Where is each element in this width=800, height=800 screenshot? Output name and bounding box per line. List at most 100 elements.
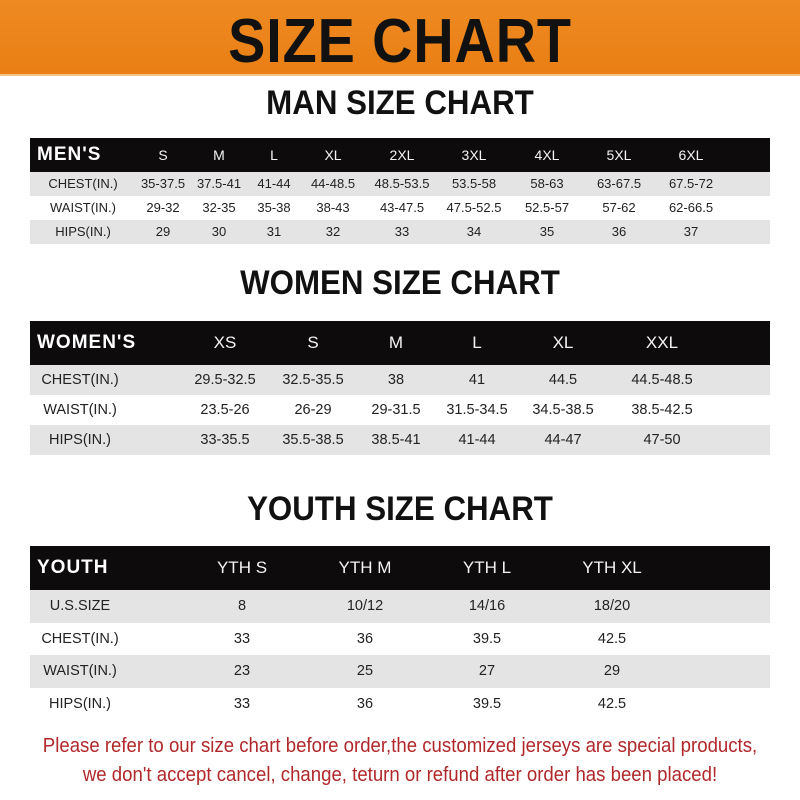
table-cell: 53.5-58 bbox=[451, 176, 497, 191]
youth-section-title: YOUTH SIZE CHART bbox=[247, 490, 553, 528]
table-row: WAIST(IN.) 23 25 27 29 bbox=[30, 655, 770, 688]
table-cell: 10/12 bbox=[346, 598, 384, 614]
table-cell: 35.5-38.5 bbox=[282, 432, 344, 448]
table-cell: 47-50 bbox=[643, 432, 681, 448]
table-cell: 63-67.5 bbox=[596, 176, 642, 191]
table-cell: 33 bbox=[394, 224, 410, 239]
table-cell: 33-35.5 bbox=[200, 432, 250, 448]
table-cell: 57-62 bbox=[602, 200, 636, 215]
table-cell: 23 bbox=[233, 663, 251, 679]
row-label: CHEST(IN.) bbox=[41, 372, 119, 388]
size-column-header: YTH M bbox=[338, 558, 392, 577]
table-cell: 44-48.5 bbox=[310, 176, 356, 191]
table-cell: 37.5-41 bbox=[196, 176, 242, 191]
table-cell: 35-38 bbox=[257, 200, 291, 215]
table-cell: 31.5-34.5 bbox=[446, 402, 508, 418]
table-cell: 32.5-35.5 bbox=[282, 372, 344, 388]
table-cell: 39.5 bbox=[472, 695, 502, 712]
size-column-header: YTH L bbox=[462, 558, 512, 577]
table-row: CHEST(IN.) 35-37.5 37.5-41 41-44 44-48.5 48.5… bbox=[30, 172, 770, 196]
table-cell: 58-63 bbox=[530, 176, 564, 191]
table-cell: 30 bbox=[211, 224, 227, 239]
table-cell: 38.5-42.5 bbox=[631, 402, 693, 418]
table-header-row: YOUTH YTH S YTH M YTH L YTH XL bbox=[30, 546, 770, 590]
size-column-header: 3XL bbox=[461, 147, 487, 163]
size-column-header: XXL bbox=[645, 333, 679, 352]
table-cell: 44.5-48.5 bbox=[631, 372, 693, 388]
table-row: HIPS(IN.) 29 30 31 32 33 34 35 36 37 bbox=[30, 220, 770, 244]
table-cell: 36 bbox=[611, 224, 627, 239]
table-cell: 29-32 bbox=[146, 200, 180, 215]
row-label: HIPS(IN.) bbox=[48, 432, 112, 448]
row-label: CHEST(IN.) bbox=[41, 630, 119, 647]
table-cell: 35-37.5 bbox=[140, 176, 186, 191]
table-cell: 34 bbox=[466, 224, 482, 239]
size-column-header: 2XL bbox=[389, 147, 415, 163]
table-cell: 42.5 bbox=[597, 695, 627, 712]
table-cell: 34.5-38.5 bbox=[532, 402, 594, 418]
table-cell: 31 bbox=[266, 224, 282, 239]
size-column-header: S bbox=[307, 333, 319, 352]
size-column-header: L bbox=[270, 147, 278, 163]
row-label: HIPS(IN.) bbox=[55, 224, 111, 239]
size-column-header: 6XL bbox=[678, 147, 704, 163]
table-row: CHEST(IN.) 33 36 39.5 42.5 bbox=[30, 622, 770, 655]
table-cell: 32-35 bbox=[202, 200, 236, 215]
size-column-header: XL bbox=[552, 333, 574, 352]
men-section-title: MAN SIZE CHART bbox=[266, 84, 534, 122]
size-column-header: M bbox=[213, 147, 225, 163]
notice-line-2: we don't accept cancel, change, teturn o… bbox=[82, 764, 718, 786]
table-cell: 8 bbox=[237, 598, 247, 614]
table-cell: 35 bbox=[539, 224, 555, 239]
table-cell: 41-44 bbox=[458, 432, 496, 448]
table-cell: 44.5 bbox=[548, 372, 578, 388]
row-label: CHEST(IN.) bbox=[48, 176, 118, 191]
table-cell: 29 bbox=[155, 224, 171, 239]
table-cell: 29.5-32.5 bbox=[194, 372, 256, 388]
table-cell: 39.5 bbox=[472, 630, 502, 647]
table-row: U.S.SIZE 8 10/12 14/16 18/20 bbox=[30, 590, 770, 623]
row-label: WAIST(IN.) bbox=[43, 402, 117, 418]
table-cell: 23.5-26 bbox=[200, 402, 250, 418]
table-cell: 42.5 bbox=[597, 630, 627, 647]
page-title: SIZE CHART bbox=[228, 7, 572, 76]
table-cell: 27 bbox=[478, 663, 496, 679]
row-label: WAIST(IN.) bbox=[50, 200, 116, 215]
table-cell: 32 bbox=[325, 224, 341, 239]
table-cell: 48.5-53.5 bbox=[374, 176, 430, 191]
size-column-header: YTH XL bbox=[582, 558, 642, 577]
table-category-label: MEN'S bbox=[37, 144, 102, 165]
table-row: WAIST(IN.) 29-32 32-35 35-38 38-43 43-47.5 47.… bbox=[30, 196, 770, 220]
table-cell: 26-29 bbox=[294, 402, 332, 418]
table-category-label: WOMEN'S bbox=[37, 332, 137, 353]
table-cell: 41 bbox=[468, 372, 486, 388]
table-cell: 62-66.5 bbox=[668, 200, 714, 215]
table-cell: 38 bbox=[387, 372, 405, 388]
size-column-header: L bbox=[472, 333, 482, 352]
table-cell: 43-47.5 bbox=[379, 200, 425, 215]
table-header-row: WOMEN'S XS S M L XL XXL bbox=[30, 321, 770, 365]
table-cell: 67.5-72 bbox=[668, 176, 714, 191]
table-header-row: MEN'S S M L XL 2XL 3XL 4XL 5XL 6XL bbox=[30, 138, 770, 172]
table-row: HIPS(IN.) 33-35.5 35.5-38.5 38.5-41 41-44 44-… bbox=[30, 425, 770, 455]
row-label: U.S.SIZE bbox=[49, 598, 111, 614]
table-cell: 33 bbox=[233, 630, 251, 647]
size-column-header: S bbox=[158, 147, 168, 163]
table-cell: 38.5-41 bbox=[371, 432, 421, 448]
table-cell: 29 bbox=[603, 663, 621, 679]
notice-line-1: Please refer to our size chart before or… bbox=[42, 735, 758, 757]
size-column-header: M bbox=[388, 333, 404, 352]
table-row: HIPS(IN.) 33 36 39.5 42.5 bbox=[30, 687, 770, 720]
table-cell: 37 bbox=[683, 224, 699, 239]
table-cell: 18/20 bbox=[593, 598, 631, 614]
table-cell: 41-44 bbox=[257, 176, 291, 191]
table-cell: 33 bbox=[233, 695, 251, 712]
table-category-label: YOUTH bbox=[37, 557, 109, 578]
table-row: CHEST(IN.) 29.5-32.5 32.5-35.5 38 41 44.5 44.5… bbox=[30, 365, 770, 395]
banner: SIZE CHART bbox=[0, 0, 800, 76]
table-cell: 36 bbox=[356, 695, 374, 712]
size-column-header: 4XL bbox=[534, 147, 560, 163]
size-column-header: XL bbox=[324, 147, 342, 163]
women-section-title: WOMEN SIZE CHART bbox=[240, 264, 560, 302]
table-cell: 38-43 bbox=[316, 200, 350, 215]
